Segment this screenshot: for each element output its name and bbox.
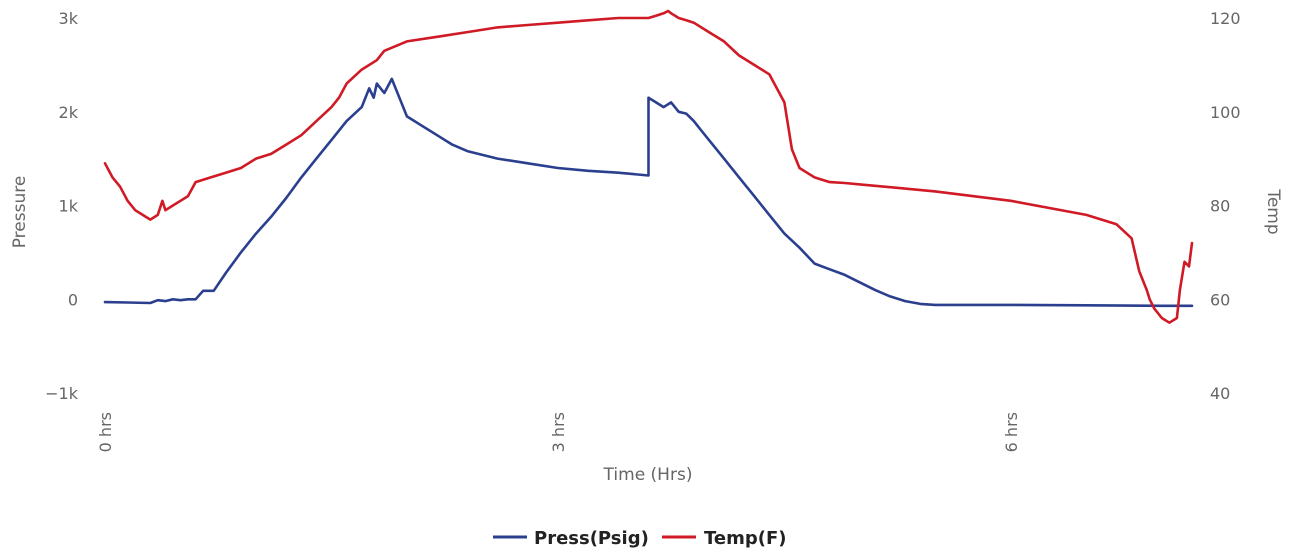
legend-label-temp: Temp(F) xyxy=(704,528,787,549)
legend: Press(Psig) Temp(F) xyxy=(493,528,787,549)
y2-tick-label: 100 xyxy=(1210,103,1241,122)
legend-label-press: Press(Psig) xyxy=(534,528,649,549)
y-axis-title: Pressure xyxy=(10,176,30,249)
y2-tick-label: 80 xyxy=(1210,197,1230,216)
x-tick-label: 3 hrs xyxy=(549,412,568,452)
series-line-press xyxy=(103,77,1194,308)
x-tick-label: 0 hrs xyxy=(96,412,115,452)
y-tick-label: 1k xyxy=(59,197,79,216)
x-axis-ticks: 0 hrs 3 hrs 6 hrs xyxy=(96,412,1021,452)
y2-tick-label: 60 xyxy=(1210,290,1230,309)
right-axis-ticks: 120 100 80 60 40 xyxy=(1210,9,1241,403)
y2-tick-label: 120 xyxy=(1210,9,1241,28)
left-axis-ticks: 3k 2k 1k 0 −1k xyxy=(45,9,79,403)
x-tick-label: 6 hrs xyxy=(1002,412,1021,452)
y-tick-label: 0 xyxy=(68,290,78,309)
y2-tick-label: 40 xyxy=(1210,384,1230,403)
y-tick-label: 2k xyxy=(59,103,79,122)
plot-area xyxy=(103,9,1194,324)
y2-axis-title: Temp xyxy=(1263,188,1283,234)
series-line-temp xyxy=(103,9,1194,324)
y-tick-label: 3k xyxy=(59,9,79,28)
x-axis-title: Time (Hrs) xyxy=(603,465,693,485)
y-tick-label: −1k xyxy=(45,384,79,403)
